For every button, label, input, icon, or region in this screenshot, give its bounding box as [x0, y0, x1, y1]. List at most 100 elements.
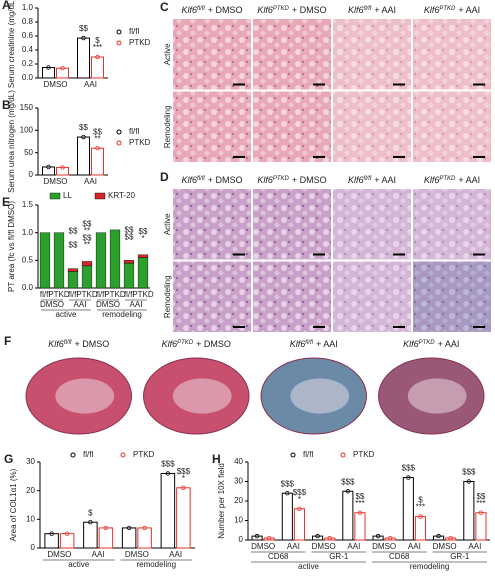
annotation: $$$: [281, 479, 295, 488]
y-tick-label: 0.6: [22, 31, 34, 40]
bar-dot: [46, 164, 51, 170]
micrograph: [413, 19, 491, 90]
x-tick-label: fl/fl: [124, 290, 134, 299]
x-tick-label: DMSO: [433, 542, 457, 551]
bar-dot: [297, 506, 302, 511]
group-label: active: [298, 562, 319, 571]
genotype: PTKD: [419, 340, 436, 346]
treatment: + DMSO: [208, 175, 243, 185]
x-tick-label: PTKD: [48, 290, 70, 299]
genotype: fl/fl: [364, 176, 372, 182]
micrograph: [253, 189, 331, 260]
x-tick-label: AAI: [84, 177, 97, 186]
annotation: $$$: [293, 488, 307, 497]
gene: Klf6: [348, 175, 364, 185]
treatment: + DMSO: [74, 339, 109, 349]
gene: Klf6: [182, 5, 198, 15]
column-header: Klf6fl/fl + AAI: [348, 5, 396, 15]
gene: Klf6: [257, 5, 273, 15]
gene: Klf6: [424, 5, 440, 15]
bar: [42, 67, 55, 79]
x-tick-label: AAI: [287, 542, 300, 551]
annotation: **: [84, 241, 90, 250]
bar: [56, 166, 69, 176]
group-label: DMSO: [40, 300, 64, 309]
bar: [433, 535, 445, 541]
bar-dot: [466, 479, 472, 484]
row-label: Remodeling: [163, 105, 172, 148]
bar-dot: [448, 535, 453, 541]
annotation: *: [182, 474, 185, 483]
x-tick-label: DMSO: [125, 550, 149, 559]
bar-dot: [88, 520, 93, 525]
bar: [293, 508, 305, 541]
x-tick-label: DMSO: [372, 542, 396, 551]
y-tick-label: 0.0: [22, 283, 34, 292]
y-tick-label: 30: [26, 457, 35, 466]
annotation: $$: [355, 492, 364, 501]
bar: [59, 533, 75, 549]
micrograph: [173, 91, 251, 162]
injury-tint: [333, 189, 411, 260]
micrograph: [333, 261, 411, 332]
x-tick-label: AAI: [169, 550, 182, 559]
y-axis-label: Serum creatinine (mg/dL): [7, 0, 16, 88]
legend-label: PTKD: [353, 450, 375, 459]
genotype: fl/fl: [197, 176, 205, 182]
x-tick-label: AAI: [84, 80, 97, 89]
y-tick-label: 10: [234, 516, 243, 525]
column-header: Klf6PTKD + AAI: [403, 339, 459, 349]
genotype: PTKD: [273, 6, 290, 12]
bar: [83, 521, 98, 549]
bar-dot: [126, 525, 132, 531]
bar-segment: [137, 257, 149, 289]
x-tick-label: DMSO: [312, 542, 336, 551]
y-tick-label: 20: [234, 496, 243, 505]
bar: [160, 472, 176, 549]
panel-letter: D: [160, 170, 169, 184]
annotation: $: [418, 496, 423, 505]
gene: Klf6: [403, 339, 419, 349]
column-header: Klf6fl/fl + DMSO: [48, 339, 109, 349]
group-label: remodeling: [136, 560, 176, 569]
bar: [372, 535, 384, 541]
bar: [342, 490, 354, 541]
bar-dot: [49, 531, 54, 536]
annotation: ***: [416, 503, 425, 512]
row-label: Active: [163, 43, 172, 65]
x-tick-label: DMSO: [44, 80, 68, 89]
bar-dot: [406, 475, 411, 480]
y-axis-label: Area of COL1α1 (%): [9, 468, 18, 541]
bar: [91, 56, 104, 79]
bar: [77, 136, 90, 176]
annotation: $: [95, 36, 100, 45]
legend-swatch: [49, 192, 61, 200]
legend-marker: [290, 452, 296, 458]
annotation: $$: [93, 127, 102, 136]
annotation: $$: [69, 227, 78, 236]
x-tick-label: DMSO: [47, 550, 71, 559]
genotype: fl/fl: [364, 6, 372, 12]
annotation: $$: [139, 227, 148, 236]
y-tick-label: 0.8: [22, 17, 34, 26]
legend-label: LL: [63, 191, 72, 200]
micrograph: [173, 189, 251, 260]
y-tick-label: 0.0: [22, 73, 34, 82]
bar: [281, 492, 293, 541]
panel-letter: B: [2, 98, 11, 112]
micrograph: [173, 261, 251, 332]
micrograph: [333, 19, 411, 90]
treatment: + AAI: [316, 339, 338, 349]
bar-dot: [327, 535, 332, 541]
treatment: + AAI: [458, 5, 480, 15]
bar-dot: [46, 65, 51, 70]
column-header: Klf6PTKD + AAI: [424, 175, 480, 185]
x-tick-label: AAI: [468, 542, 481, 551]
legend-marker: [116, 140, 122, 146]
legend-label: KRT-20: [108, 191, 136, 200]
genotype: PTKD: [439, 176, 456, 182]
annotation: ***: [355, 499, 364, 508]
bar-dot: [418, 514, 423, 519]
bar: [137, 527, 152, 549]
